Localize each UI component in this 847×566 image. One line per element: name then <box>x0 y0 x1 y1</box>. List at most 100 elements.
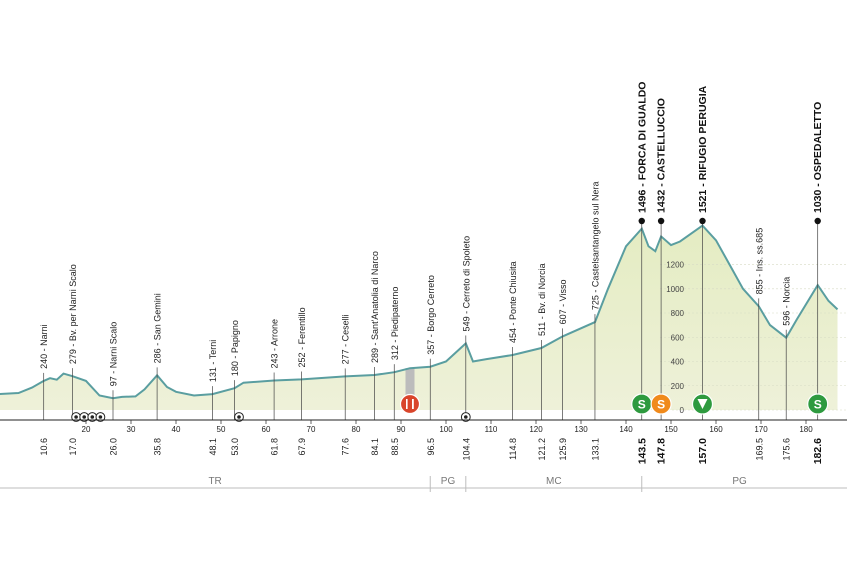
waypoint-km-label: 157.0 <box>697 438 709 464</box>
waypoint-km-label: 121.2 <box>537 438 547 461</box>
waypoint-label: 180 - Papigno <box>230 320 240 376</box>
sprint-icon: S <box>807 393 829 415</box>
waypoint-label: 131 - Terni <box>208 340 218 382</box>
region-label: PG <box>732 476 747 487</box>
waypoint-label: 357 - Borgo Cerreto <box>426 275 436 355</box>
waypoint-label: 855 - Ins. ss.685 <box>754 228 764 295</box>
waypoint-km-label: 26.0 <box>109 438 119 456</box>
summit-dot <box>814 217 821 225</box>
waypoint-label: 1496 - FORCA DI GUALDO <box>636 82 648 213</box>
distance-tick-label: 170 <box>754 425 768 434</box>
roundabout-icon <box>234 412 244 422</box>
waypoint-km-label: 169.5 <box>754 438 764 461</box>
elevation-tick-label: 200 <box>671 382 685 391</box>
waypoint-km-label: 125.9 <box>558 438 568 461</box>
distance-tick-label: 110 <box>485 425 498 434</box>
waypoint-label: 130 - Terni San Carlo <box>0 297 2 382</box>
sprint-icon: S <box>631 393 653 415</box>
waypoint-km-label: 96.5 <box>426 438 436 456</box>
roundabout-icon <box>460 412 471 422</box>
waypoint-label: 454 - Ponte Chiusita <box>508 261 518 343</box>
waypoint-label: 549 - Cerreto di Spoleto <box>461 236 471 332</box>
sprint-disc <box>650 393 672 415</box>
distance-tick-label: 70 <box>307 425 316 434</box>
waypoint-km-label: 61.8 <box>270 438 280 456</box>
waypoint-km-label: 133.1 <box>590 438 600 461</box>
summit-dot <box>699 217 706 225</box>
elevation-tick-label: 1000 <box>666 285 684 294</box>
knife-glyph <box>412 399 414 409</box>
roundabout-center <box>464 415 468 419</box>
waypoint-km-label: 104.4 <box>461 438 471 461</box>
summit-dot <box>638 217 645 225</box>
waypoint-km-label: 175.6 <box>782 438 792 461</box>
sprint-icon: S <box>650 393 672 415</box>
roundabout-center <box>74 415 78 419</box>
distance-tick-label: 160 <box>709 425 723 434</box>
waypoint-label: 607 - Visso <box>558 280 568 325</box>
roundabout-center <box>98 415 103 419</box>
feed-zone-band <box>405 368 415 410</box>
distance-tick-label: 100 <box>439 425 453 434</box>
finish-triangle <box>697 399 708 409</box>
waypoint-label: 252 - Ferentillo <box>297 307 307 367</box>
sprint-glyph: S <box>638 398 646 412</box>
elevation-tick-label: 400 <box>671 358 685 367</box>
waypoint-km-label: 10.6 <box>39 438 49 456</box>
elevation-tick-label: 1200 <box>666 261 684 270</box>
waypoint-label: 596 - Norcia <box>782 277 792 326</box>
distance-tick-label: 180 <box>799 425 813 434</box>
waypoint-km-label: 0.0 <box>0 438 2 451</box>
waypoint-label: 1521 - RIFUGIO PERUGIA <box>697 85 709 213</box>
distance-tick-label: 80 <box>352 425 361 434</box>
waypoint-km-label: 182.6 <box>812 438 824 464</box>
waypoint-km-label: 53.0 <box>230 438 240 456</box>
waypoint-label: 243 - Arrone <box>270 319 280 369</box>
distance-tick-label: 20 <box>82 425 91 434</box>
distance-tick-label: 140 <box>619 425 633 434</box>
distance-tick-label: 150 <box>664 425 678 434</box>
sprint-disc <box>807 393 829 415</box>
waypoint-label: 511 - Bv. di Norcia <box>537 263 547 336</box>
summit-dot <box>657 217 665 225</box>
waypoint-km-label: 48.1 <box>208 438 218 456</box>
finish-icon <box>691 393 714 415</box>
waypoint-label: 286 - San Gemini <box>153 293 163 363</box>
waypoint-label: 312 - Piedipaterno <box>390 287 400 361</box>
distance-tick-label: 120 <box>529 425 543 434</box>
sprint-glyph: S <box>657 398 665 412</box>
waypoint-label: 279 - Bv. per Narni Scalo <box>68 264 78 364</box>
waypoint-label: 1432 - CASTELLUCCIO <box>656 98 668 213</box>
waypoint-km-label: 84.1 <box>370 438 380 456</box>
waypoint-km-label: 143.5 <box>636 438 648 464</box>
distance-tick-label: 60 <box>262 425 271 434</box>
region-label: TR <box>208 476 221 487</box>
waypoint-km-label: 77.6 <box>341 438 351 456</box>
roundabout-center <box>82 415 87 419</box>
elevation-tick-label: 800 <box>671 309 685 318</box>
waypoint-km-label: 114.8 <box>508 438 518 460</box>
waypoint-label: 277 - Ceselli <box>341 314 351 364</box>
distance-tick-label: 50 <box>217 425 226 434</box>
feed-zone-icon <box>399 393 421 415</box>
waypoint-km-label: 147.8 <box>656 438 668 464</box>
roundabout-center <box>90 415 95 419</box>
roundabout-center <box>237 415 241 419</box>
distance-tick-label: 130 <box>574 425 588 434</box>
waypoint-label: 289 - Sant'Anatolia di Narco <box>370 251 380 363</box>
waypoint-label: 97 - Narni Scalo <box>109 322 119 387</box>
waypoint-label: 240 - Narni <box>39 324 49 369</box>
roundabout-icon <box>95 412 106 422</box>
elevation-tick-label: 600 <box>671 333 685 342</box>
feed-zone-disc <box>399 393 421 415</box>
waypoint-label: 725 - Castelsantangelo sul Nera <box>590 182 600 311</box>
waypoint-km-label: 35.8 <box>153 438 163 456</box>
region-label: PG <box>441 476 456 487</box>
fork-glyph <box>406 399 408 409</box>
waypoint-label: 1030 - OSPEDALETTO <box>812 102 824 213</box>
distance-tick-label: 40 <box>172 425 181 434</box>
region-label: MC <box>546 476 562 487</box>
profile-area <box>0 225 838 410</box>
